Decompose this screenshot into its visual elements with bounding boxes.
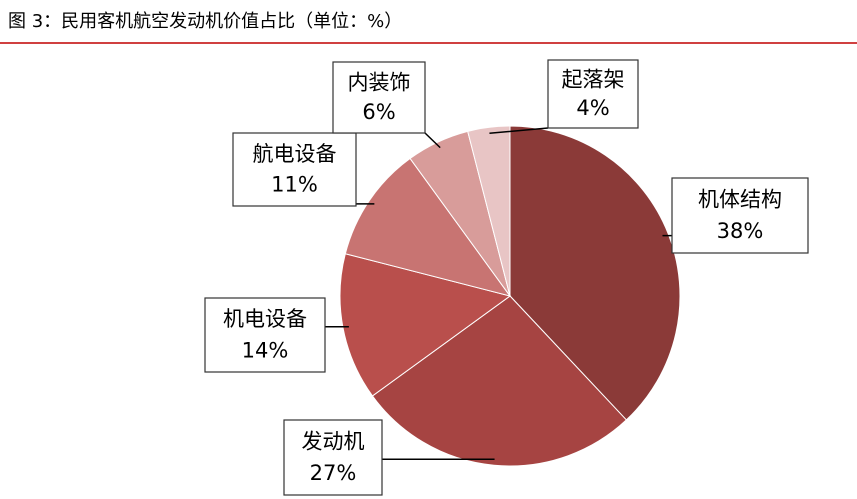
callout-box xyxy=(283,419,383,496)
value-label: 11% xyxy=(271,173,318,197)
value-label: 27% xyxy=(310,461,357,485)
callout-box xyxy=(232,132,357,207)
value-label: 14% xyxy=(242,338,289,362)
slice-label: 机体结构 xyxy=(698,188,782,212)
value-label: 38% xyxy=(717,219,764,243)
callout-box xyxy=(204,297,326,373)
pie-slice xyxy=(339,253,512,397)
slice-label: 内装饰 xyxy=(348,70,411,94)
slice-label: 发动机 xyxy=(302,430,365,454)
callout-box xyxy=(332,61,426,134)
value-label: 4% xyxy=(576,96,609,120)
slice-label: 航电设备 xyxy=(253,142,337,166)
callout-box xyxy=(547,59,639,129)
pie-slice xyxy=(344,157,512,297)
value-label: 6% xyxy=(362,100,395,124)
chart-title: 图 3：民用客机航空发动机价值占比（单位：%） xyxy=(8,11,402,32)
callout-pointer xyxy=(489,127,549,135)
callout-pointer xyxy=(424,132,441,149)
callout-box xyxy=(671,177,809,254)
pie-slice xyxy=(371,295,628,467)
slice-label: 起落架 xyxy=(562,67,625,91)
slice-label: 机电设备 xyxy=(223,307,307,331)
pie-slice xyxy=(509,125,681,421)
pie-slice xyxy=(467,125,511,297)
